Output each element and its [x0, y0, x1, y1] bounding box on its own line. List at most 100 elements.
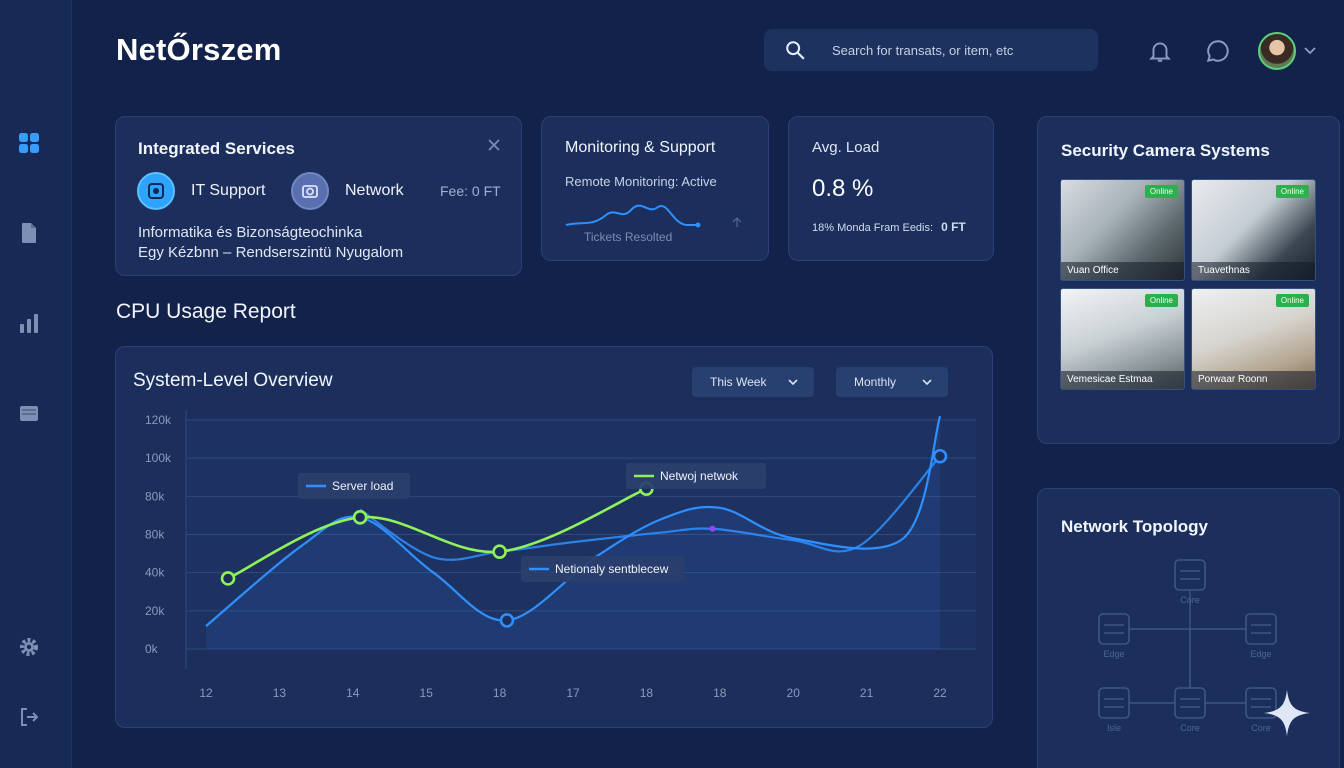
series-area	[206, 416, 940, 649]
legend-label: Server load	[332, 479, 393, 493]
camera-caption: Porwaar Roonn	[1192, 371, 1315, 389]
camera-systems-card: Security Camera Systems Online Vuan Offi…	[1037, 116, 1340, 444]
bar-chart-icon[interactable]	[16, 310, 42, 336]
y-tick-label: 0k	[145, 642, 159, 656]
node-label: Edge	[1103, 649, 1124, 659]
legend-label: Netionaly sentblecew	[555, 562, 669, 576]
search-bar	[764, 29, 1098, 71]
y-tick-label: 80k	[145, 489, 165, 503]
node-label: Core	[1251, 723, 1271, 733]
node-label: Isle	[1107, 723, 1121, 733]
camera-feed[interactable]: Online Vuan Office	[1060, 179, 1185, 281]
services-description: Informatika és Bizonságteochinka Egy Kéz…	[138, 223, 403, 263]
avatar[interactable]	[1258, 32, 1296, 70]
card-title: Integrated Services	[138, 139, 295, 158]
chart-title: System-Level Overview	[133, 370, 333, 391]
integrated-services-card: Integrated Services IT Support Network F…	[115, 116, 522, 276]
camera-caption: Vuan Office	[1061, 262, 1184, 280]
search-icon	[786, 41, 805, 60]
x-tick-label: 22	[933, 686, 947, 700]
node-label: Core	[1180, 595, 1200, 605]
legend-label: Netwoj netwok	[660, 469, 739, 483]
avg-load-value: 0.8 %	[812, 175, 874, 202]
server-icon	[1245, 687, 1277, 719]
chip-label: IT Support	[191, 182, 266, 199]
series-line	[359, 455, 941, 561]
camera-feed[interactable]: Online Porwaar Roonn	[1191, 288, 1316, 390]
camera-caption: Vemesicae Estmaa	[1061, 371, 1184, 389]
x-tick-label: 18	[493, 686, 507, 700]
data-point	[352, 510, 368, 525]
tickets-label: Tickets Resolted	[584, 230, 673, 244]
x-tick-label: 17	[566, 686, 580, 700]
legend-box	[521, 556, 685, 582]
data-point	[499, 613, 515, 628]
chevron-down-icon[interactable]	[1303, 44, 1317, 58]
topology-diagram: Core Edge Edge Isle Core Core	[1098, 559, 1277, 733]
sidebar	[0, 0, 72, 768]
x-tick-label: 12	[199, 686, 213, 700]
camera-icon	[291, 172, 329, 210]
avg-load-label: Avg. Load	[812, 139, 880, 156]
chat-icon[interactable]	[1205, 38, 1231, 64]
range-filter-dropdown[interactable]: This Week	[692, 367, 814, 397]
dashboard-icon[interactable]	[16, 130, 42, 156]
footer-value: 0 FT	[941, 220, 966, 234]
node-label: Core	[1180, 723, 1200, 733]
x-tick-label: 15	[420, 686, 434, 700]
chart-panel: System-Level Overview This Week Monthly …	[115, 346, 993, 728]
server-icon	[1174, 687, 1206, 719]
logout-icon[interactable]	[16, 704, 42, 730]
data-point	[932, 448, 948, 464]
series-line	[227, 487, 647, 580]
it-support-chip[interactable]: IT Support	[137, 171, 265, 211]
tickets-sparkline	[565, 204, 742, 228]
chevron-down-icon	[788, 379, 798, 386]
x-tick-label: 20	[787, 686, 801, 700]
online-badge: Online	[1275, 294, 1309, 307]
server-icon	[1245, 613, 1277, 645]
search-input[interactable]	[832, 29, 1088, 71]
monitor-icon	[137, 172, 175, 210]
monitoring-card: Monitoring & Support Remote Monitoring: …	[541, 116, 769, 261]
online-badge: Online	[1144, 294, 1178, 307]
camera-feed[interactable]: Online Vemesicae Estmaa	[1060, 288, 1185, 390]
y-tick-label: 80k	[145, 528, 165, 542]
card-title: Security Camera Systems	[1061, 141, 1270, 160]
camera-caption: Tuavethnas	[1192, 262, 1315, 280]
server-icon	[1098, 613, 1130, 645]
dropdown-value: This Week	[710, 375, 767, 389]
y-tick-label: 120k	[145, 413, 172, 427]
line-chart: 0k 20k 40k 80k 80k 100k 120k 12 13 14 15 18 17 18 18 20…	[145, 410, 976, 700]
online-badge: Online	[1144, 185, 1178, 198]
legend-box	[298, 473, 410, 499]
period-filter-dropdown[interactable]: Monthly	[836, 367, 948, 397]
description-line: Informatika és Bizonságteochinka	[138, 224, 363, 241]
avg-load-card: Avg. Load 0.8 % 18% Monda Fram Eedis: 0 F…	[788, 116, 994, 261]
y-tick-label: 100k	[145, 451, 172, 465]
description-line: Egy Kézbnn – Rendserszintü Nyugalom	[138, 244, 404, 261]
chip-label: Network	[345, 182, 404, 199]
legend-box	[626, 463, 766, 489]
fee-label: Fee: 0 FT	[440, 183, 501, 199]
x-tick-label: 13	[273, 686, 287, 700]
footer-label: 18% Monda Fram Eedis:	[812, 222, 934, 234]
sparkle-icon[interactable]	[1262, 688, 1312, 738]
data-point	[220, 571, 236, 586]
avg-load-footer: 18% Monda Fram Eedis: 0 FT	[812, 220, 966, 234]
x-tick-label: 21	[860, 686, 874, 700]
server-icon	[1174, 559, 1206, 591]
settings-icon[interactable]	[16, 634, 42, 660]
x-tick-label: 18	[640, 686, 654, 700]
network-chip[interactable]: Network	[291, 171, 404, 211]
data-point	[492, 544, 507, 559]
document-icon[interactable]	[16, 220, 42, 246]
monitoring-status: Remote Monitoring: Active	[565, 174, 717, 189]
y-tick-label: 20k	[145, 604, 165, 618]
bell-icon[interactable]	[1147, 38, 1173, 64]
close-icon[interactable]	[486, 137, 502, 153]
server-icon	[1098, 687, 1130, 719]
online-badge: Online	[1275, 185, 1309, 198]
camera-feed[interactable]: Online Tuavethnas	[1191, 179, 1316, 281]
wallet-icon[interactable]	[16, 400, 42, 426]
